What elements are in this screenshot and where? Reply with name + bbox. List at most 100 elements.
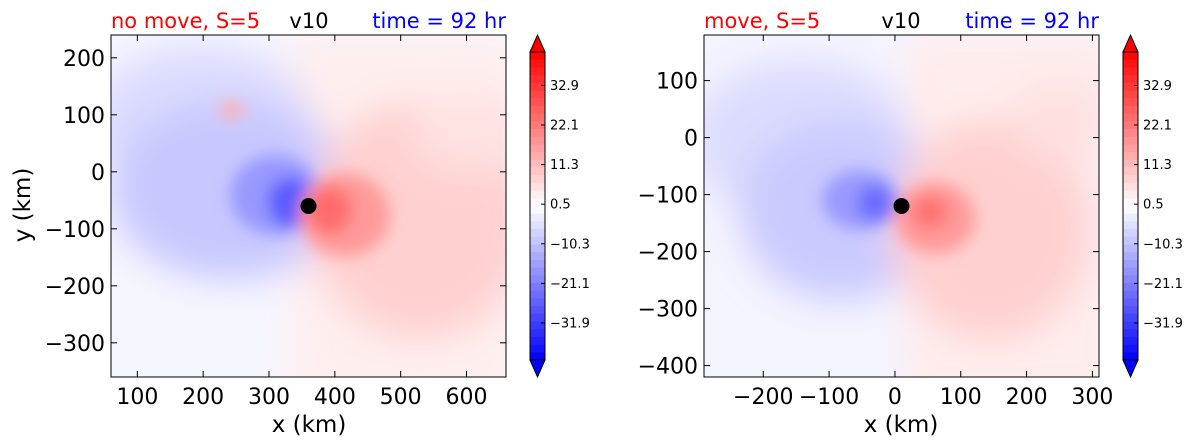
- colorbar-level: [530, 352, 545, 361]
- colorbar-level: [1123, 313, 1138, 323]
- colorbar-level: [1123, 98, 1138, 107]
- colorbar-tick-label: 32.9: [1143, 79, 1172, 94]
- colorbar-tick-label: 11.3: [1143, 158, 1172, 173]
- colorbar-tick-label: −10.3: [550, 237, 590, 252]
- colorbar-level: [1123, 67, 1138, 76]
- title-left: no move, S=5: [111, 9, 260, 33]
- colorbar-level: [1123, 213, 1138, 222]
- colorbar-level: [1123, 105, 1138, 115]
- colorbar-level: [1123, 190, 1138, 199]
- colorbar-level: [1123, 336, 1138, 346]
- colorbar-level: [530, 59, 545, 68]
- colorbar-level: [1123, 206, 1138, 215]
- colorbar-level: [1123, 329, 1138, 338]
- colorbar-tick-label: 22.1: [550, 118, 579, 133]
- colorbar-level: [530, 175, 545, 184]
- colorbar-level: [1123, 344, 1138, 353]
- colorbar-level: [1123, 59, 1138, 68]
- colorbar-level: [530, 152, 545, 161]
- colorbar-tick-label: −31.9: [550, 316, 590, 331]
- center-marker: [300, 198, 317, 214]
- colorbar-level: [530, 313, 545, 323]
- title-center: v10: [289, 9, 328, 33]
- x-tick-label: 600: [446, 385, 488, 410]
- x-axis-label: x (km): [272, 412, 347, 438]
- colorbar-level: [530, 182, 545, 192]
- colorbar-level: [530, 159, 545, 169]
- colorbar-level: [1123, 175, 1138, 184]
- y-axis-label: y (km): [10, 168, 36, 243]
- y-tick-label: 0: [91, 161, 105, 186]
- x-tick-label: −100: [799, 385, 859, 410]
- colorbar-level: [1123, 82, 1138, 92]
- plot-frame: [110, 34, 507, 378]
- colorbar-level: [530, 67, 545, 76]
- colorbar-level: [530, 290, 545, 299]
- x-tick-label: 500: [380, 385, 422, 410]
- colorbar-level: [1123, 259, 1138, 269]
- colorbar-level: [530, 329, 545, 338]
- colorbar-frame: [529, 51, 546, 361]
- colorbar-level: [1123, 275, 1138, 284]
- colorbar-level: [530, 75, 545, 84]
- colorbar-level: [530, 190, 545, 199]
- colorbar-tick-label: −31.9: [1143, 316, 1183, 331]
- title-left: move, S=5: [704, 9, 820, 33]
- colorbar-level: [1123, 306, 1138, 315]
- colorbar-level: [1123, 198, 1138, 207]
- colorbar-level: [1123, 159, 1138, 169]
- colorbar: 32.9 22.1 11.3 0.5 −10.3 −21.1 −31.9: [1122, 33, 1183, 379]
- center-marker: [893, 198, 910, 214]
- colorbar-extend-max: [529, 33, 546, 53]
- y-tick-label: −300: [45, 332, 105, 357]
- colorbar-frame: [1122, 51, 1139, 361]
- colorbar-level: [530, 105, 545, 115]
- colorbar-level: [1123, 167, 1138, 176]
- colorbar-level: [1123, 121, 1138, 130]
- y-axis-ticks: 200 100 0 −100 −200 −300: [45, 47, 506, 357]
- colorbar-level: [530, 259, 545, 269]
- colorbar-tick-label: 11.3: [550, 158, 579, 173]
- colorbar-level: [530, 167, 545, 176]
- colorbar-level: [1123, 236, 1138, 246]
- colorbar-level: [1123, 90, 1138, 99]
- colorbar-level: [1123, 144, 1138, 153]
- colorbar-level: [1123, 221, 1138, 230]
- x-tick-label: 200: [1006, 385, 1048, 410]
- colorbar-level: [530, 229, 545, 238]
- colorbar-level: [530, 213, 545, 222]
- colorbar-level: [1123, 152, 1138, 161]
- x-axis-label: x (km): [864, 412, 939, 438]
- colorbar-level: [530, 275, 545, 284]
- y-axis-ticks: 100 0 −100 −200 −300 −400: [638, 70, 1099, 380]
- colorbar-level: [530, 129, 545, 138]
- titles: no move, S=5 v10 time = 92 hr: [111, 9, 506, 33]
- colorbar-level: [1123, 298, 1138, 307]
- colorbar-level: [530, 82, 545, 92]
- colorbar-level: [530, 121, 545, 130]
- y-tick-label: 200: [63, 47, 105, 72]
- colorbar-level: [530, 198, 545, 207]
- x-axis-ticks: −200 −100 0 100 200 300: [733, 35, 1113, 410]
- y-tick-label: −300: [638, 298, 698, 323]
- y-tick-label: −200: [45, 275, 105, 300]
- colorbar-level: [530, 298, 545, 307]
- colorbar-level: [530, 344, 545, 353]
- colorbar-tick-label: −21.1: [550, 277, 590, 292]
- colorbar-level: [1123, 244, 1138, 253]
- colorbar-level: [1123, 129, 1138, 138]
- y-tick-label: 0: [684, 127, 698, 152]
- colorbar-level: [1123, 283, 1138, 292]
- contour-field: [704, 35, 1099, 377]
- colorbar-level: [530, 306, 545, 315]
- colorbar-level: [530, 206, 545, 215]
- title-right: time = 92 hr: [965, 9, 1099, 33]
- colorbar-level: [530, 283, 545, 292]
- x-tick-label: 100: [940, 385, 982, 410]
- panel-move: move, S=5 v10 time = 92 hr −200 −100 0 100 2: [638, 9, 1183, 438]
- colorbar-level: [530, 144, 545, 153]
- colorbar-tick-label: 0.5: [1143, 198, 1164, 213]
- colorbar-level: [1123, 229, 1138, 238]
- colorbar-extend-min: [1122, 359, 1139, 379]
- y-tick-label: −100: [45, 218, 105, 243]
